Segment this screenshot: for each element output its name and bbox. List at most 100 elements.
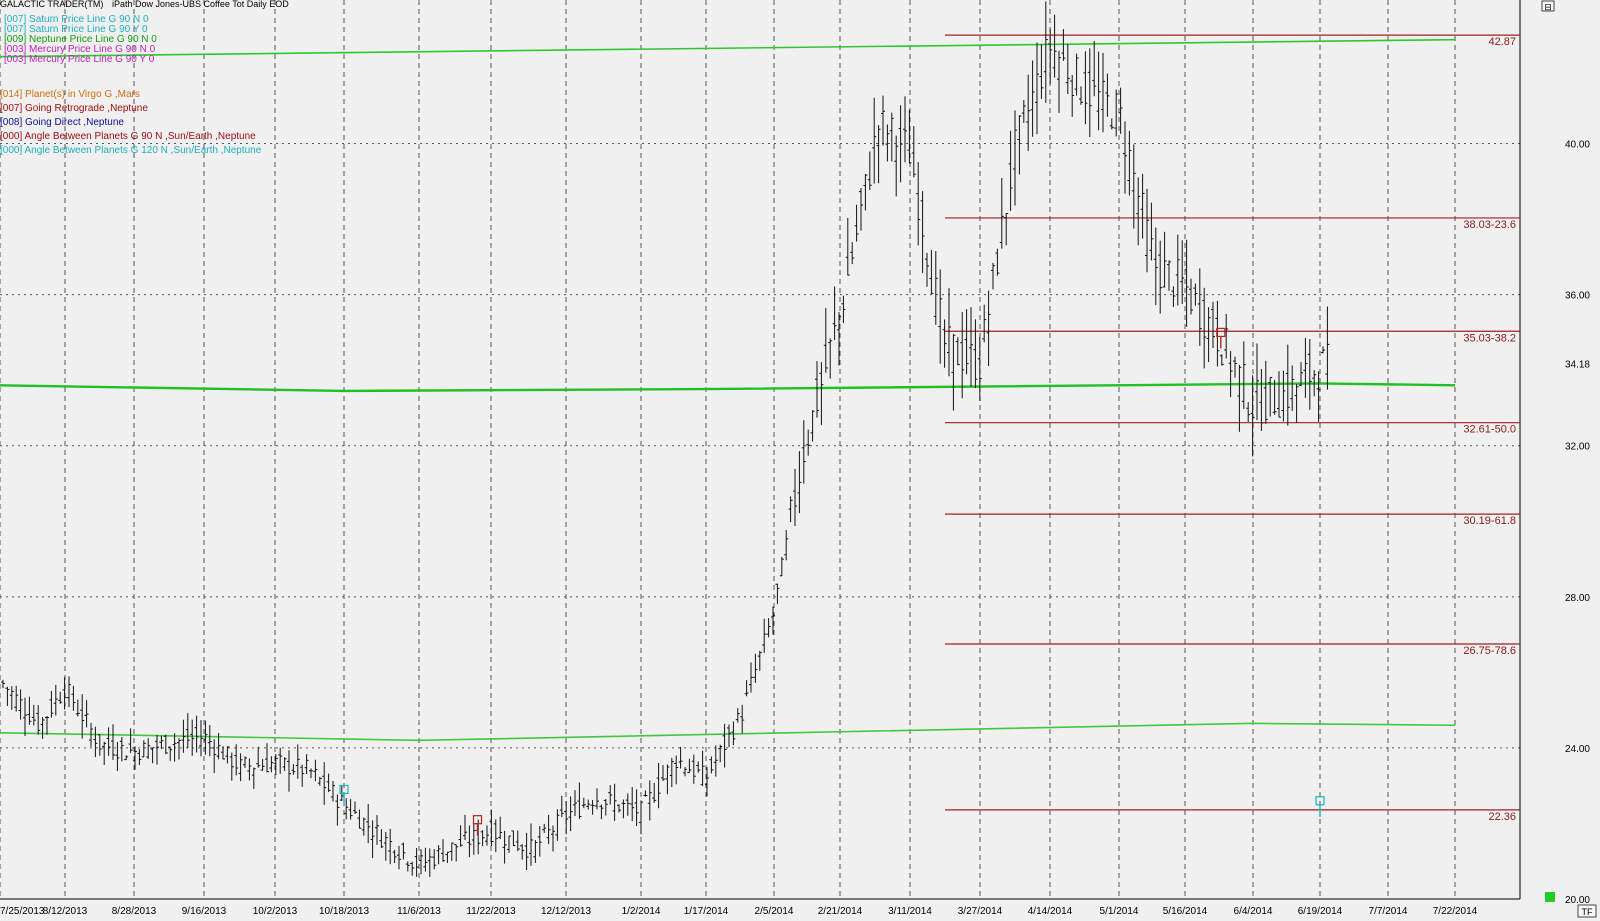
ohlc-bar [551,825,555,852]
ohlc-bar [1312,370,1317,397]
ohlc-bar [1285,344,1290,426]
ohlc-bar [973,319,978,389]
ohlc-bar [45,715,49,735]
ohlc-bar [260,759,265,771]
ohlc-bar [1246,402,1251,422]
ohlc-bar [106,727,111,756]
ohlc-bar [423,847,428,872]
ohlc-bar [537,826,542,857]
ohlc-bar [53,684,58,716]
status-square [1545,892,1555,902]
ohlc-bar [1092,40,1097,97]
ohlc-bar [696,761,701,773]
event-entry: [000] Angle Between Planets G 120 N ,Sun… [0,145,262,156]
ohlc-bar [837,312,841,366]
ohlc-bar [89,722,93,747]
ohlc-bar [449,842,454,861]
ohlc-bar [713,745,718,777]
ohlc-bar [172,733,177,762]
ohlc-bar [599,804,604,820]
last-price-label: 34.18 [1565,359,1590,370]
ohlc-bar [168,746,173,761]
ohlc-bar [458,825,463,847]
y-tick-label: 20.00 [1565,895,1590,906]
event-marker [1315,796,1325,817]
ohlc-bar [916,162,921,246]
ohlc-bar [977,336,982,401]
ohlc-bar [1325,306,1330,390]
ohlc-bar [445,851,450,864]
ohlc-bar [1294,384,1299,423]
x-tick-label: 11/22/2013 [466,906,516,917]
ohlc-bar [947,288,951,377]
ohlc-bar [1127,130,1132,196]
ohlc-bar [1074,53,1079,96]
corner-button-top[interactable]: ⊟ [1541,0,1555,12]
ohlc-bar [841,295,846,324]
ohlc-bar [111,724,115,760]
ohlc-bar [97,734,102,756]
ohlc-bar [463,814,467,840]
ohlc-bar [1316,371,1321,422]
ohlc-bar [502,830,507,864]
corner-button-bottom[interactable]: TF [1577,904,1597,918]
ohlc-bar [969,307,973,387]
ohlc-bar [872,97,877,184]
ohlc-bar [678,746,683,769]
ohlc-bar [375,815,379,845]
ohlc-bar [278,747,283,774]
legend-entry: [007] Saturn Price Line G 90 Y 0 [4,24,148,35]
ohlc-bar [331,781,335,802]
ohlc-bar [520,844,525,860]
ohlc-bar [155,734,159,765]
fib-level-label: 22.36 [1488,811,1516,823]
ohlc-bar [1039,44,1044,99]
ohlc-bar [370,820,375,859]
ohlc-bar [40,717,45,739]
ohlc-bar [1263,360,1268,424]
ohlc-bar [894,135,899,197]
ohlc-bar [335,794,340,826]
ohlc-bar [493,819,498,853]
ohlc-bar [581,797,586,809]
ohlc-bar [687,758,692,774]
ohlc-bar [1145,188,1149,273]
ohlc-bar [243,756,247,768]
ohlc-bar [810,410,815,442]
ohlc-bar [612,783,617,821]
ohlc-bar [1272,379,1277,415]
ohlc-bar [1171,286,1176,307]
ohlc-bar [665,764,670,795]
ohlc-bar [555,809,560,841]
ohlc-bar [705,767,709,797]
y-tick-label: 28.00 [1565,593,1590,604]
ohlc-bar [788,496,793,523]
ohlc-bar [313,759,318,782]
ohlc-bar [133,746,137,770]
x-tick-label: 8/28/2013 [112,906,157,917]
ohlc-bar [159,735,164,750]
ohlc-bar [436,845,441,865]
ohlc-bar [181,719,186,753]
ohlc-bar [1140,173,1145,239]
fib-level-label: 26.75-78.6 [1463,645,1516,657]
ohlc-bar [1167,260,1171,291]
ohlc-bar [388,828,393,865]
ohlc-bar [234,744,239,776]
ohlc-bar [221,746,225,760]
ohlc-bar [674,755,679,785]
ohlc-bar [1114,89,1119,137]
legend-entry: [003] Mercury Price Line G 90 Y 0 [4,54,155,65]
ohlc-bar [93,726,98,758]
ohlc-bar [317,776,322,786]
ohlc-bar [1233,356,1237,378]
x-tick-label: 5/1/2014 [1100,906,1139,917]
ohlc-bar [467,825,472,858]
ohlc-bar [863,174,868,211]
x-tick-label: 4/14/2014 [1028,906,1073,917]
ohlc-bar [511,830,516,847]
ohlc-bar [639,800,643,835]
ohlc-bar [691,754,696,784]
ohlc-bar [960,311,965,399]
